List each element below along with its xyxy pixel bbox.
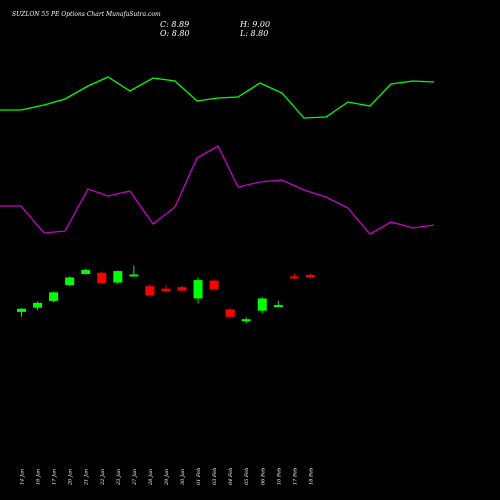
x-tick-label: 17 Jan: [52, 469, 58, 485]
candlesticks: [17, 265, 315, 323]
x-tick-label: 17 Feb: [292, 468, 298, 485]
candle-6: [97, 271, 107, 284]
x-tick-label: 23 Jan: [116, 469, 122, 486]
candle-18: [289, 273, 299, 279]
candle-16: [257, 297, 267, 314]
candle-11: [177, 285, 187, 292]
x-tick-label: 14 Jan: [20, 469, 26, 485]
candle-body-up: [113, 271, 123, 283]
candle-body-up: [65, 277, 75, 285]
candle-body-up: [129, 274, 139, 277]
x-tick-label: 04 Feb: [228, 468, 234, 485]
candle-body-down: [289, 276, 299, 279]
x-axis-labels: 14 Jan 16 Jan 17 Jan 20 Jan 21 Jan 22 Jan 23 J…: [20, 468, 315, 486]
candle-8: [129, 265, 139, 277]
x-tick-label: 21 Jan: [84, 469, 90, 486]
candle-body-up: [241, 319, 251, 322]
open-value: O: 8.80: [160, 29, 190, 38]
overlay-lines: [0, 76, 435, 235]
overlay-line-2: [0, 145, 435, 235]
candle-body-down: [305, 274, 315, 277]
candle-1: [17, 308, 26, 317]
candle-body-up: [49, 292, 59, 301]
close-value: C: 8.89: [160, 20, 189, 29]
x-tick-label: 06 Feb: [260, 468, 266, 485]
x-tick-label: 01 Feb: [196, 468, 202, 485]
candle-body-down: [161, 288, 171, 292]
x-tick-label: 27 Jan: [132, 469, 138, 486]
candle-body-down: [209, 280, 219, 290]
overlay-line-1: [0, 76, 435, 119]
x-tick-label: 05 Feb: [244, 468, 250, 485]
candle-14: [225, 308, 235, 318]
low-value: L: 8.80: [239, 29, 268, 38]
candle-body-down: [97, 272, 107, 284]
x-tick-label: 03 Feb: [212, 468, 218, 485]
candle-13: [209, 280, 219, 291]
candle-9: [145, 284, 155, 297]
candle-12: [193, 277, 203, 304]
candle-3: [49, 291, 59, 303]
x-tick-label: 16 Jan: [36, 469, 42, 485]
candle-body-up: [273, 305, 283, 308]
x-tick-label: 20 Jan: [68, 469, 74, 486]
x-tick-label: 10 Feb: [276, 468, 282, 485]
candle-body-up: [81, 269, 91, 274]
candle-10: [161, 285, 171, 293]
x-tick-label: 22 Jan: [100, 469, 106, 486]
candle-body-up: [33, 302, 43, 308]
candle-5: [81, 268, 91, 275]
candle-body-up: [257, 298, 267, 311]
candle-body-down: [177, 287, 187, 291]
candle-19: [305, 274, 315, 278]
candle-2: [33, 301, 43, 311]
candle-7: [113, 270, 123, 284]
candle-body-up: [193, 280, 203, 299]
candle-4: [65, 276, 75, 287]
high-value: H: 9.00: [239, 20, 270, 29]
candle-body-down: [145, 286, 155, 296]
x-tick-label: 18 Feb: [308, 468, 314, 485]
candle-15: [241, 317, 251, 323]
candle-17: [273, 300, 283, 308]
x-tick-label: 28 Jan: [148, 469, 154, 486]
candle-body-up: [17, 308, 26, 312]
x-tick-label: 30 Jan: [180, 469, 186, 485]
candle-body-down: [225, 309, 235, 317]
x-tick-label: 29 Jan: [164, 469, 170, 486]
chart-title: SUZLON 55 PE Options Chart MunafaSutra.c…: [12, 11, 161, 18]
